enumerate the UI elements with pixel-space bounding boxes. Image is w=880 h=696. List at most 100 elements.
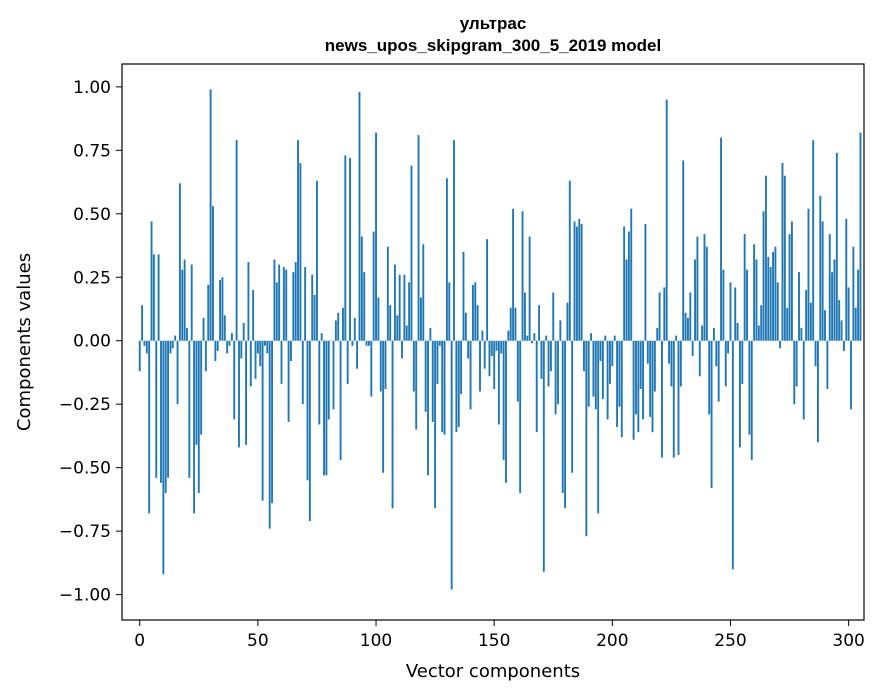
bar: [190, 264, 193, 341]
bar: [741, 340, 744, 384]
x-tick-label: 250: [714, 631, 746, 651]
bar: [627, 231, 630, 341]
bar: [727, 340, 730, 354]
bar: [460, 340, 463, 395]
bar: [245, 340, 248, 445]
bar: [323, 340, 325, 476]
bar: [183, 259, 186, 341]
bar: [334, 320, 337, 341]
bar: [819, 196, 822, 341]
bar: [455, 340, 458, 433]
bar: [786, 307, 789, 341]
bar: [824, 310, 826, 341]
bar: [609, 340, 611, 384]
bar: [214, 340, 217, 362]
bar: [325, 340, 328, 476]
x-tick-label: 0: [134, 631, 145, 651]
bar: [311, 274, 314, 341]
bar: [349, 157, 351, 341]
bar: [141, 305, 144, 341]
bar: [838, 300, 841, 341]
bar: [568, 180, 571, 341]
bar: [557, 340, 559, 405]
bar: [393, 264, 396, 341]
bar: [656, 328, 659, 341]
y-tick-label: −0.50: [59, 459, 111, 479]
bar: [337, 312, 340, 341]
bar: [278, 264, 281, 341]
bar: [353, 317, 356, 341]
bar: [578, 218, 581, 341]
x-tick-label: 300: [832, 631, 864, 651]
bar: [346, 340, 349, 384]
bar: [403, 274, 406, 341]
bar: [486, 239, 489, 341]
bar: [318, 340, 321, 425]
bar: [308, 340, 311, 521]
bar: [675, 335, 678, 341]
bar: [663, 287, 666, 341]
bar: [396, 315, 399, 341]
bar: [854, 307, 857, 341]
bar: [372, 231, 375, 341]
bar: [788, 234, 791, 341]
bar: [202, 317, 205, 341]
bar: [531, 340, 533, 344]
bar: [375, 132, 377, 341]
y-tick-label: −0.75: [59, 522, 111, 542]
bar: [200, 340, 203, 435]
bar: [816, 340, 819, 443]
bar: [497, 340, 500, 425]
bar: [490, 340, 493, 356]
bar: [502, 340, 505, 461]
bar: [769, 267, 772, 341]
bar: [382, 340, 385, 473]
bar: [509, 307, 512, 341]
bar: [240, 340, 243, 359]
bar: [807, 208, 810, 341]
bar: [597, 340, 600, 514]
bar: [590, 333, 593, 341]
bar: [342, 307, 344, 341]
bar: [429, 328, 432, 341]
bar: [167, 340, 170, 478]
bar: [152, 254, 155, 341]
plot-frame: [121, 63, 865, 621]
bar: [292, 272, 295, 341]
bar: [271, 340, 273, 504]
bar: [193, 340, 196, 514]
bar: [422, 244, 425, 341]
bar: [483, 340, 486, 369]
bar: [793, 340, 796, 405]
bar: [535, 340, 538, 433]
y-tick-label: −0.25: [59, 395, 111, 415]
bar: [417, 135, 420, 341]
bar: [852, 246, 855, 341]
bar: [781, 163, 784, 341]
bar: [580, 223, 583, 341]
bar: [294, 262, 297, 341]
bar: [639, 340, 642, 389]
bar: [216, 340, 219, 351]
bar: [226, 340, 229, 354]
bar: [750, 340, 753, 461]
bar: [632, 340, 635, 440]
bar: [549, 340, 552, 372]
bar: [542, 340, 545, 572]
bar: [304, 267, 307, 341]
bar: [266, 340, 269, 354]
bar: [299, 163, 302, 341]
bar: [661, 340, 663, 458]
bar: [249, 340, 252, 387]
bar: [261, 340, 264, 501]
bar: [174, 335, 177, 341]
bar: [419, 297, 422, 341]
bar: [845, 218, 848, 341]
bar: [408, 282, 411, 341]
bar: [500, 340, 503, 354]
bar: [285, 269, 288, 341]
bar: [635, 340, 637, 415]
bar: [431, 340, 434, 422]
bar: [186, 328, 188, 341]
